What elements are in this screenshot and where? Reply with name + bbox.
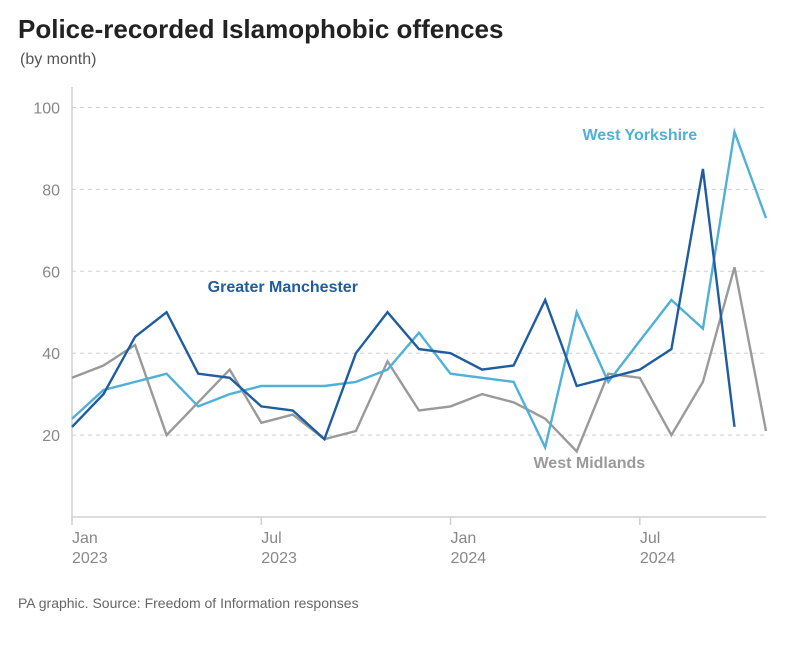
series-west-yorkshire — [72, 132, 766, 447]
x-tick-month: Jul — [640, 530, 660, 547]
series-label-west-yorkshire: West Yorkshire — [582, 127, 697, 144]
y-tick-label: 100 — [33, 100, 60, 117]
x-tick-month: Jan — [451, 530, 477, 547]
series-greater-manchester — [72, 169, 735, 439]
series-west-midlands — [72, 267, 766, 451]
y-tick-label: 20 — [42, 428, 60, 445]
x-tick-year: 2024 — [451, 550, 487, 567]
chart-svg: 20 40 60 80 100 Jan 2023 Jul 2023 Jan 2024 Jul 2024 G… — [18, 77, 778, 587]
x-tick-year: 2023 — [72, 550, 108, 567]
chart-title: Police-recorded Islamophobic offences — [18, 14, 782, 45]
x-tick-year: 2024 — [640, 550, 676, 567]
y-tick-label: 40 — [42, 346, 60, 363]
chart-subtitle: (by month) — [20, 51, 782, 69]
source-text: PA graphic. Source: Freedom of Informati… — [18, 595, 782, 611]
y-tick-label: 80 — [42, 182, 60, 199]
series-label-greater-manchester: Greater Manchester — [208, 279, 358, 296]
series-label-west-midlands: West Midlands — [533, 455, 645, 472]
x-tick-month: Jul — [261, 530, 281, 547]
line-chart: 20 40 60 80 100 Jan 2023 Jul 2023 Jan 2024 Jul 2024 G… — [18, 77, 778, 587]
x-tick-year: 2023 — [261, 550, 297, 567]
y-tick-label: 60 — [42, 264, 60, 281]
x-tick-month: Jan — [72, 530, 98, 547]
